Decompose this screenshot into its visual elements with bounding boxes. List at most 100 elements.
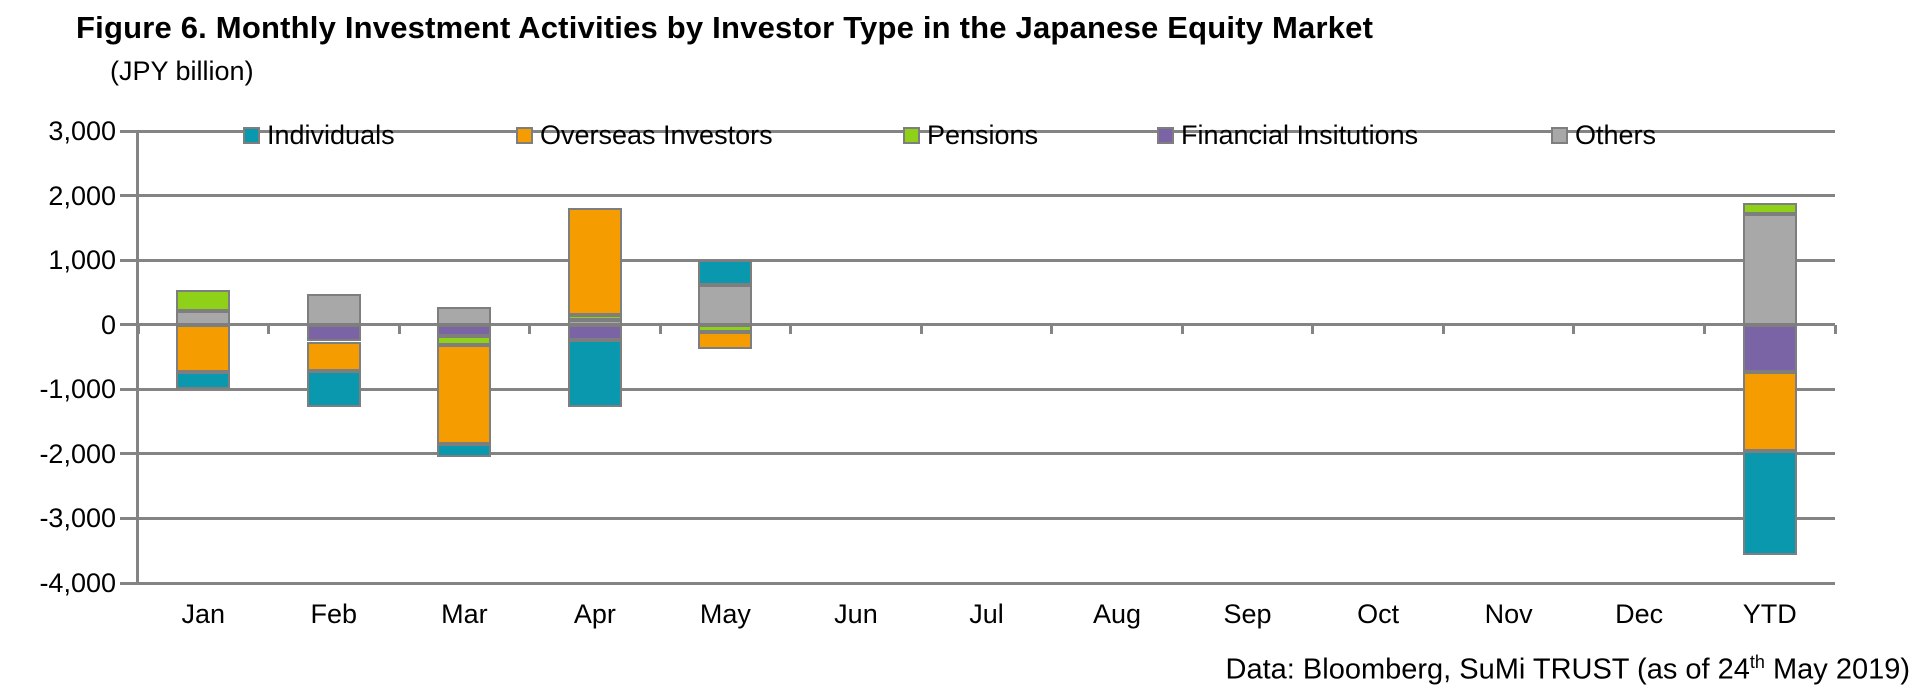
- x-axis-tick: [1441, 324, 1445, 334]
- x-axis-tick: [397, 324, 401, 334]
- bar-segment-apr-overseas: [567, 208, 622, 316]
- source-note: Data: Bloomberg, SuMi TRUST (as of 24th …: [1226, 652, 1910, 687]
- figure-title: Figure 6. Monthly Investment Activities …: [76, 10, 1374, 45]
- y-axis-label: 3,000: [48, 116, 116, 146]
- legend-label-pensions: Pensions: [927, 119, 1039, 150]
- bar-segment-apr-others: [567, 319, 622, 325]
- gridline-2000: [138, 194, 1835, 198]
- x-axis-tick: [1702, 324, 1706, 334]
- x-axis-tick: [267, 324, 271, 334]
- x-axis-tick: [919, 324, 923, 334]
- x-axis-label-nov: Nov: [1484, 599, 1533, 629]
- bar-segment-mar-individuals: [437, 444, 492, 458]
- gridline-3000: [138, 129, 1835, 133]
- legend-item-others: Others: [1551, 120, 1656, 150]
- x-axis-tick: [528, 324, 532, 334]
- bar-segment-feb-individuals: [306, 370, 361, 408]
- bar-segment-apr-financial: [567, 324, 622, 340]
- bar-segment-mar-financial: [437, 324, 492, 336]
- bar-segment-apr-individuals: [567, 339, 622, 408]
- bar-segment-may-individuals: [698, 260, 753, 285]
- y-axis-tick: [120, 516, 138, 520]
- bar-segment-mar-pensions: [437, 335, 492, 345]
- x-axis-label-may: May: [699, 599, 751, 629]
- y-axis-tick: [120, 194, 138, 198]
- bar-segment-mar-others: [437, 306, 492, 325]
- source-note-superscript: th: [1749, 652, 1765, 672]
- x-axis-label-aug: Aug: [1093, 599, 1142, 629]
- axis-unit-label: (JPY billion): [110, 56, 254, 86]
- legend-item-financial: Financial Insitutions: [1157, 120, 1418, 150]
- x-axis-label-jun: Jun: [834, 599, 878, 629]
- x-axis-label-mar: Mar: [441, 599, 488, 629]
- source-note-text: Data: Bloomberg, SuMi TRUST (as of 24: [1225, 653, 1750, 686]
- legend-label-others: Others: [1575, 119, 1657, 150]
- bar-segment-may-others: [698, 284, 753, 325]
- x-axis-tick: [789, 324, 793, 334]
- y-axis-label: 2,000: [48, 180, 116, 211]
- y-axis-label: -4,000: [39, 568, 116, 598]
- y-axis-label: -2,000: [39, 438, 116, 469]
- x-axis-label-sep: Sep: [1223, 599, 1272, 629]
- bar-segment-may-overseas: [698, 331, 753, 349]
- x-axis-tick: [1311, 324, 1315, 334]
- x-axis-label-jul: Jul: [969, 599, 1004, 629]
- x-axis-label-jan: Jan: [181, 599, 226, 629]
- x-axis-tick: [1833, 324, 1837, 334]
- x-axis-tick: [658, 324, 662, 334]
- bar-segment-may-pensions: [698, 324, 753, 332]
- y-axis-tick: [120, 129, 138, 133]
- bar-segment-feb-overseas: [306, 341, 361, 371]
- bar-segment-apr-pensions: [567, 315, 622, 320]
- bar-segment-ytd-individuals: [1742, 451, 1797, 556]
- bar-segment-mar-overseas: [437, 344, 492, 445]
- bar-segment-jan-overseas: [176, 324, 231, 373]
- bar-segment-jan-individuals: [176, 372, 231, 389]
- x-axis-tick: [1050, 324, 1054, 334]
- y-axis-label: -3,000: [39, 503, 116, 534]
- y-axis-tick: [120, 581, 138, 585]
- y-axis-label: 0: [100, 309, 116, 340]
- bar-segment-feb-others: [306, 293, 361, 325]
- x-axis-label-oct: Oct: [1357, 599, 1400, 629]
- y-axis-tick: [120, 452, 138, 456]
- gridline--3000: [138, 516, 1835, 520]
- x-axis-label-feb: Feb: [310, 599, 358, 629]
- bar-segment-feb-financial: [306, 324, 361, 342]
- bar-segment-ytd-others: [1742, 213, 1797, 325]
- x-axis-tick: [136, 324, 140, 334]
- y-axis-line: [136, 129, 139, 585]
- legend-swatch-financial: [1157, 126, 1174, 144]
- legend-item-individuals: Individuals: [243, 120, 395, 150]
- gridline--2000: [138, 452, 1835, 456]
- bar-segment-jan-others: [176, 310, 231, 325]
- gridline-0: [138, 323, 1835, 327]
- y-axis-tick: [120, 387, 138, 391]
- source-note-text-suffix: May 2019): [1764, 653, 1910, 686]
- x-axis-tick: [1572, 324, 1576, 334]
- bar-segment-ytd-pensions: [1742, 202, 1797, 214]
- x-axis-label-dec: Dec: [1615, 599, 1664, 629]
- legend-swatch-others: [1551, 126, 1568, 144]
- legend-item-pensions: Pensions: [903, 120, 1038, 150]
- legend-label-overseas: Overseas Investors: [540, 119, 773, 150]
- x-axis-tick: [1180, 324, 1184, 334]
- legend-label-individuals: Individuals: [267, 119, 395, 150]
- legend-swatch-pensions: [903, 126, 920, 144]
- legend-swatch-individuals: [243, 126, 260, 144]
- y-axis-tick: [120, 258, 138, 262]
- x-axis-label-ytd: YTD: [1742, 599, 1797, 629]
- gridline--1000: [138, 387, 1835, 391]
- y-axis-label: -1,000: [39, 374, 116, 405]
- y-axis-tick: [120, 323, 138, 327]
- legend-item-overseas: Overseas Investors: [516, 120, 773, 150]
- bar-segment-ytd-financial: [1742, 324, 1797, 373]
- x-axis-label-apr: Apr: [573, 599, 616, 629]
- gridline--4000: [138, 581, 1835, 585]
- legend-label-financial: Financial Insitutions: [1181, 119, 1419, 150]
- bar-segment-ytd-overseas: [1742, 372, 1797, 452]
- y-axis-label: 1,000: [48, 245, 116, 276]
- gridline-1000: [138, 258, 1835, 262]
- bar-segment-jan-pensions: [176, 290, 231, 311]
